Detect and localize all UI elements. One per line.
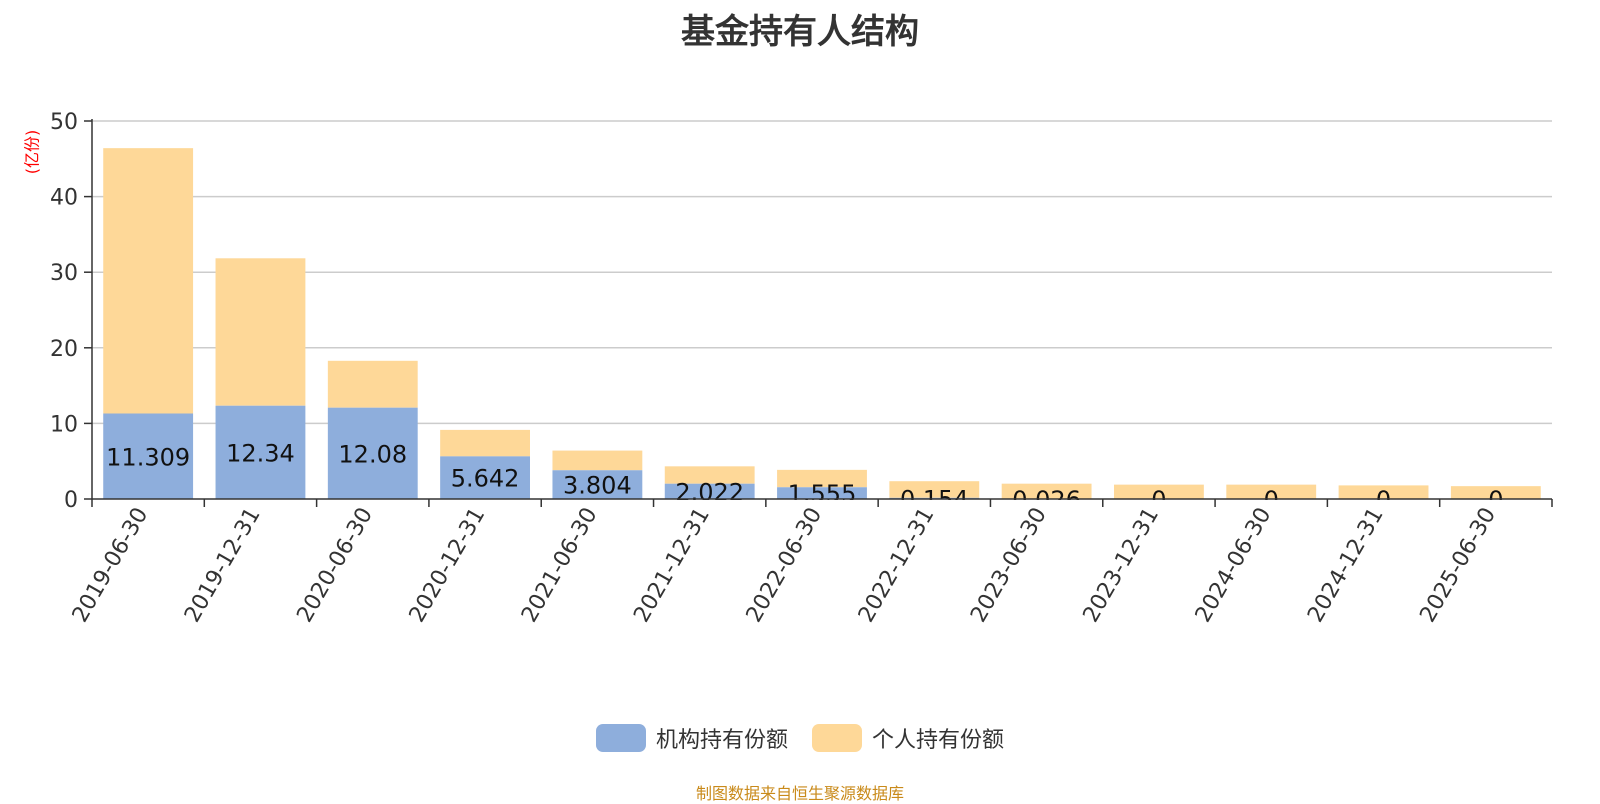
- data-label-institutional: 12.08: [338, 440, 407, 468]
- y-tick-label: 0: [64, 488, 78, 513]
- data-source-note: 制图数据来自恒生聚源数据库: [0, 780, 1600, 804]
- x-tick-label: 2019-06-30: [68, 504, 154, 627]
- legend-swatch-individual: [812, 724, 862, 752]
- x-tick-label: 2023-06-30: [966, 504, 1052, 627]
- legend-swatch-institutional: [596, 724, 646, 752]
- axis-mask: [90, 500, 1554, 514]
- x-tick-label: 2025-06-30: [1415, 504, 1501, 627]
- data-label-institutional: 11.309: [106, 443, 190, 471]
- bar-individual: [552, 451, 642, 471]
- x-tick-label: 2019-12-31: [180, 504, 266, 627]
- x-tick-label: 2022-06-30: [742, 504, 828, 627]
- bar-individual: [440, 430, 530, 456]
- data-label-institutional: 3.804: [563, 472, 632, 500]
- legend-label-individual: 个人持有份额: [872, 722, 1004, 754]
- x-tick-label: 2021-06-30: [517, 504, 603, 627]
- x-tick-label: 2024-12-31: [1303, 504, 1389, 627]
- x-tick-label: 2024-06-30: [1191, 504, 1277, 627]
- legend-item-individual[interactable]: 个人持有份额: [812, 722, 1004, 754]
- y-tick-label: 50: [50, 110, 78, 135]
- bar-individual: [328, 361, 418, 408]
- legend-item-institutional[interactable]: 机构持有份额: [596, 722, 788, 754]
- x-tick-label: 2020-06-30: [292, 504, 378, 627]
- x-tick-label: 2022-12-31: [854, 503, 940, 626]
- x-tick-label: 2023-12-31: [1079, 504, 1165, 627]
- y-tick-label: 30: [50, 261, 78, 286]
- data-label-institutional: 12.34: [226, 439, 295, 467]
- y-tick-label: 40: [50, 186, 78, 211]
- legend: 机构持有份额 个人持有份额: [0, 722, 1600, 754]
- x-tick-label: 2020-12-31: [405, 503, 491, 626]
- data-label-institutional: 5.642: [451, 465, 520, 493]
- y-tick-label: 10: [50, 412, 78, 437]
- bar-individual: [103, 148, 193, 413]
- legend-label-institutional: 机构持有份额: [656, 722, 788, 754]
- y-tick-label: 20: [50, 337, 78, 362]
- bar-individual: [216, 258, 306, 405]
- x-tick-label: 2021-12-31: [629, 504, 715, 627]
